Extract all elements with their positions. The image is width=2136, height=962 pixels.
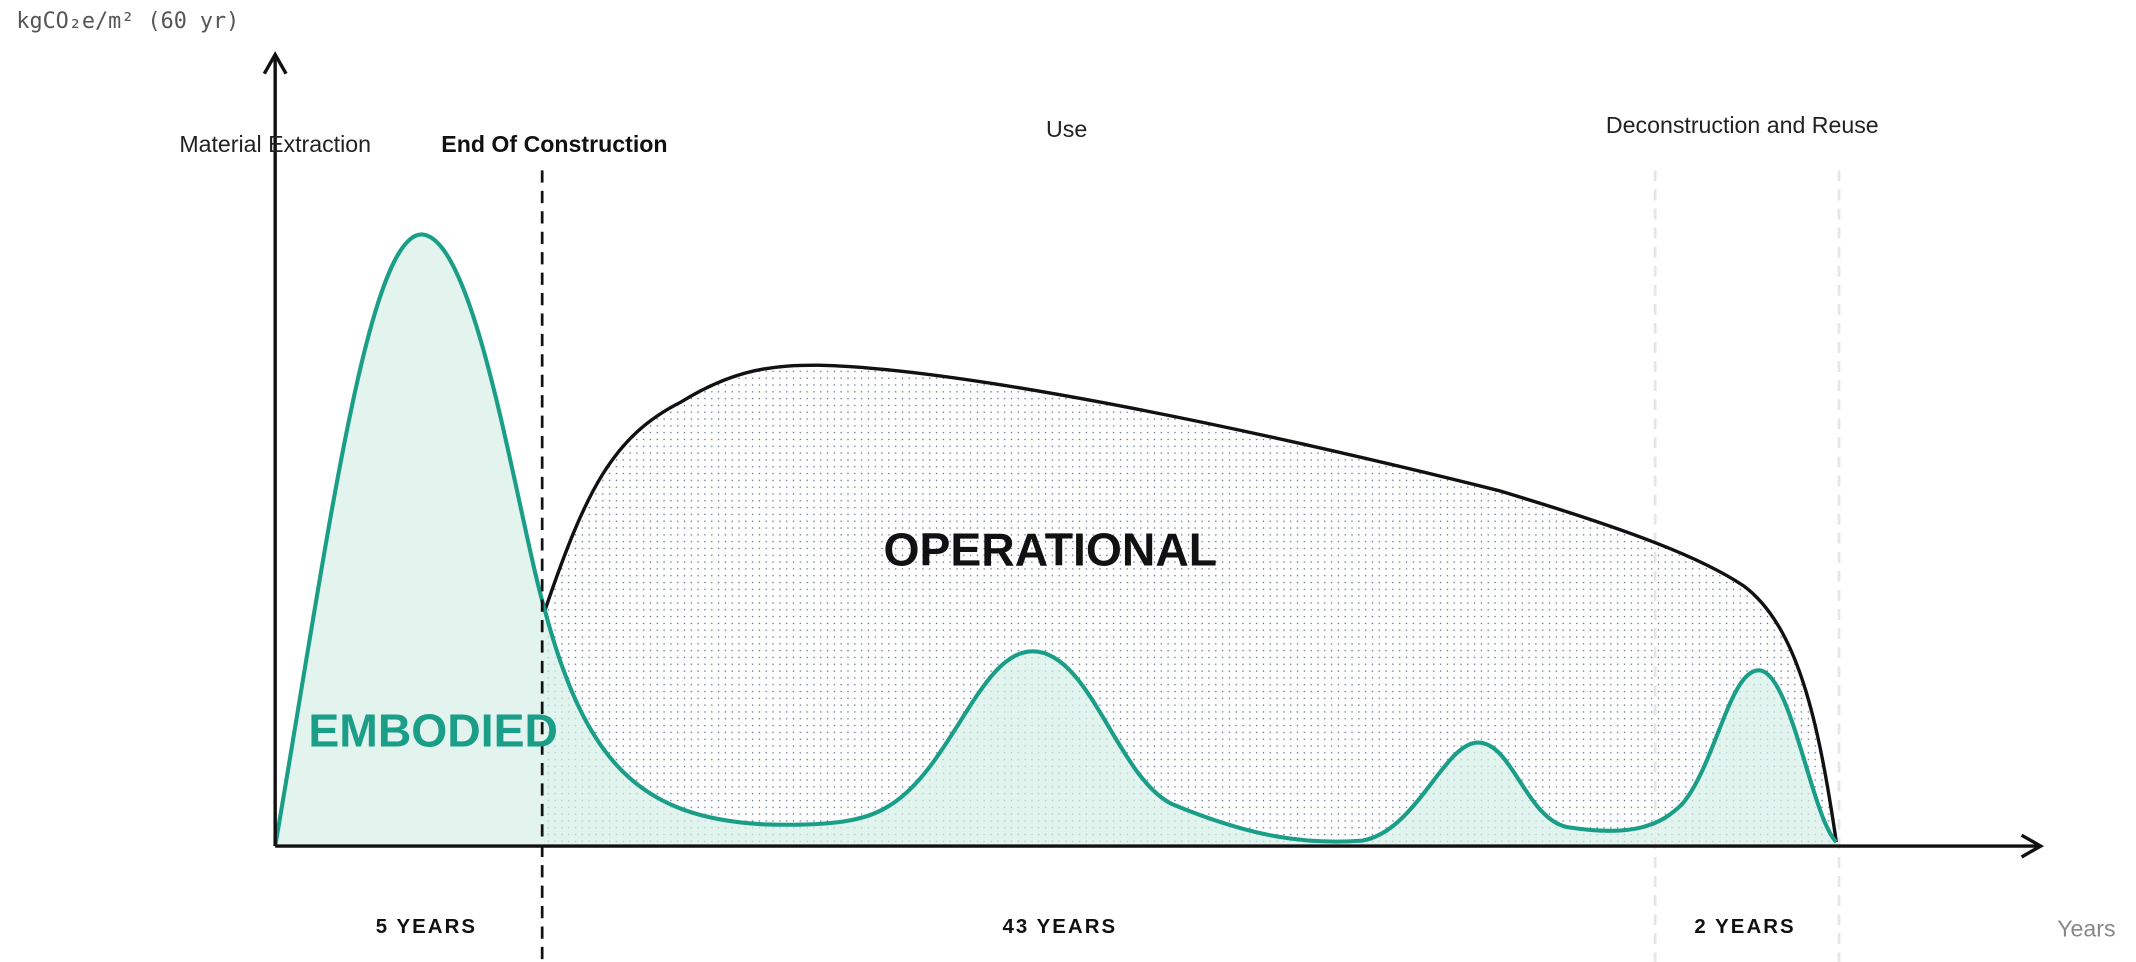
embodied-curve	[273, 232, 1838, 847]
phase-label: Use	[1046, 116, 1087, 142]
phase-label: End Of Construction	[441, 131, 667, 157]
duration-label: 2 YEARS	[1694, 916, 1795, 938]
phase-label: Material Extraction	[179, 131, 371, 157]
embodied-label: EMBODIED	[308, 705, 558, 757]
operational-label: OPERATIONAL	[884, 523, 1218, 575]
duration-label: 5 YEARS	[376, 916, 477, 938]
x-axis-label: Years	[2057, 916, 2115, 942]
y-axis-label: kgCO₂e/m² (60 yr)	[16, 9, 239, 34]
operational-area	[544, 365, 1837, 847]
x-axis-arrow	[2020, 833, 2045, 859]
duration-label: 43 YEARS	[1002, 916, 1117, 938]
phase-label: Deconstruction and Reuse	[1606, 112, 1879, 138]
embodied-left-fill	[275, 234, 543, 847]
y-axis-arrow	[262, 51, 288, 75]
operational-curve	[543, 363, 1838, 843]
